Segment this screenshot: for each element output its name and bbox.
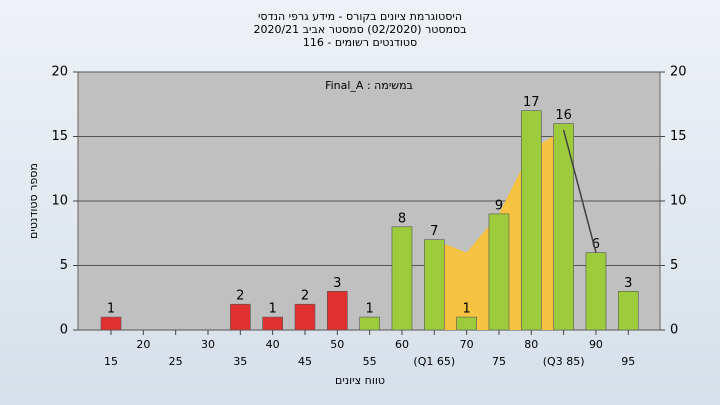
x-tick-label: 80	[524, 338, 538, 351]
y2-tick-label: 20	[670, 65, 687, 80]
y-tick-label: 5	[60, 258, 68, 273]
data-label: 9	[495, 198, 503, 213]
x-tick-label: 70	[460, 338, 474, 351]
bar	[230, 303, 251, 331]
x-tick-label: 20	[136, 338, 150, 351]
y2-tick-label: 15	[670, 129, 687, 144]
data-label: 1	[107, 302, 115, 317]
data-label: 8	[398, 211, 406, 226]
chart-title: היסטוגרמת ציונים בקורס - מידע גרפי הנדסי	[258, 10, 462, 23]
y2-tick-label: 5	[670, 258, 678, 273]
x-tick-label: 40	[266, 338, 280, 351]
bar	[585, 252, 607, 331]
data-label: 2	[236, 289, 244, 304]
data-label: 6	[592, 237, 600, 252]
x-tick-label: 25	[169, 355, 183, 368]
bar	[617, 290, 639, 331]
bar	[262, 316, 283, 331]
y2-tick-label: 10	[670, 194, 687, 209]
x-tick-label: 30	[201, 338, 215, 351]
data-label: 3	[333, 276, 341, 291]
bar	[423, 239, 445, 331]
data-label: 17	[523, 95, 540, 110]
x-tick-label: 60	[395, 338, 409, 351]
chart-subtitle: סטודנטים רשומים - 116	[303, 36, 417, 49]
y2-tick-label: 0	[670, 323, 678, 338]
y-tick-label: 10	[51, 194, 68, 209]
y-tick-label: 20	[51, 65, 68, 80]
x-tick-label: 95	[621, 355, 635, 368]
x-tick-label: 35	[233, 355, 247, 368]
annotation: Final_A : במשימה	[325, 79, 413, 92]
data-label: 1	[269, 302, 277, 317]
bar	[488, 213, 510, 331]
x-tick-label: (Q1 65)	[413, 355, 455, 368]
bar	[359, 316, 380, 331]
bar	[294, 303, 316, 331]
y-axis-label: מספר סטודנטים	[27, 163, 40, 239]
x-tick-label: 55	[363, 355, 377, 368]
chart-subtitle: בסמסטר (02/2020) סמסטר אביב 2020/21	[253, 23, 466, 36]
data-label: 3	[624, 276, 632, 291]
bar	[456, 316, 477, 331]
bar	[327, 290, 348, 331]
x-tick-label: (Q3 85)	[543, 355, 585, 368]
x-tick-label: 15	[104, 355, 118, 368]
x-axis-label: טווח ציונים	[335, 374, 385, 387]
y-tick-label: 0	[60, 323, 68, 338]
line	[562, 129, 597, 253]
data-label: 1	[365, 302, 373, 317]
x-tick-label: 75	[492, 355, 506, 368]
x-tick-label: 50	[330, 338, 344, 351]
bar	[100, 316, 122, 331]
x-tick-label: 45	[298, 355, 312, 368]
data-label: 16	[555, 108, 572, 123]
bar	[520, 110, 542, 331]
data-label: 1	[462, 302, 470, 317]
x-tick-label: 90	[589, 338, 603, 351]
bar	[391, 226, 413, 331]
bar	[553, 123, 574, 331]
data-label: 7	[430, 224, 438, 239]
y-tick-label: 15	[51, 129, 68, 144]
data-label: 2	[301, 289, 309, 304]
